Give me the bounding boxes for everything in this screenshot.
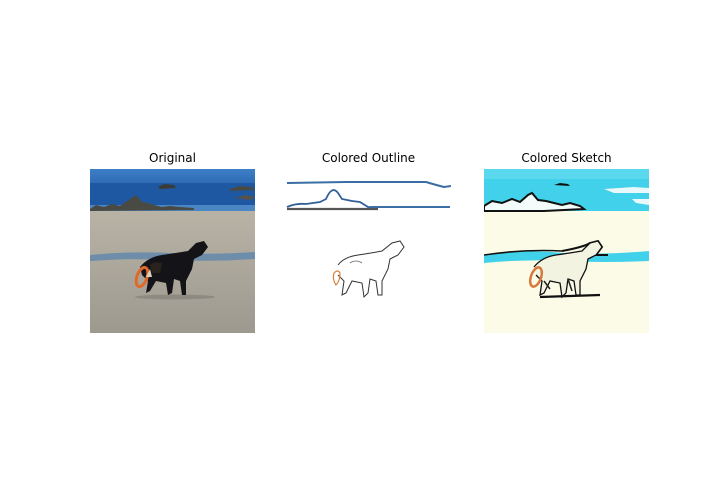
sketch-image <box>484 169 649 333</box>
original-photo <box>90 169 255 333</box>
horizon-line <box>286 181 451 189</box>
sketch-frisbee <box>528 266 544 288</box>
frisbee <box>134 265 150 289</box>
sketch-shadow <box>539 293 601 299</box>
outline-drawing <box>286 169 451 333</box>
sketch-rocks <box>484 191 587 212</box>
panel-title: Colored Sketch <box>521 151 612 165</box>
sketch-drawing <box>484 169 649 333</box>
rock-outline <box>286 189 379 209</box>
beach-dog-photo <box>90 169 255 333</box>
outline-image <box>286 169 451 333</box>
panel-title: Original <box>149 151 196 165</box>
dog <box>140 241 208 295</box>
panel-title: Colored Outline <box>321 151 416 165</box>
dog-outline <box>337 240 405 299</box>
sketch-dog <box>533 240 603 299</box>
frisbee-outline <box>332 270 341 286</box>
rocks <box>90 195 194 211</box>
